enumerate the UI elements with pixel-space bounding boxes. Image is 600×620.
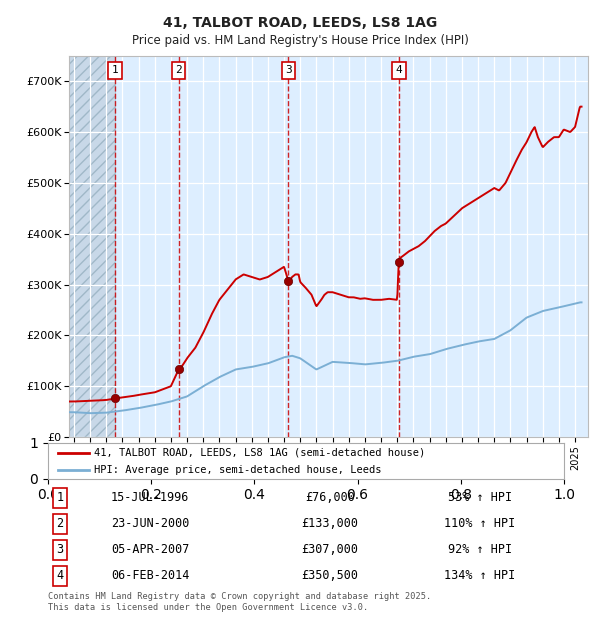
Text: 2: 2 [175, 65, 182, 75]
Text: Contains HM Land Registry data © Crown copyright and database right 2025.
This d: Contains HM Land Registry data © Crown c… [48, 592, 431, 611]
Text: 41, TALBOT ROAD, LEEDS, LS8 1AG: 41, TALBOT ROAD, LEEDS, LS8 1AG [163, 16, 437, 30]
Text: 92% ↑ HPI: 92% ↑ HPI [448, 544, 512, 556]
Text: 41, TALBOT ROAD, LEEDS, LS8 1AG (semi-detached house): 41, TALBOT ROAD, LEEDS, LS8 1AG (semi-de… [94, 448, 425, 458]
Text: 06-FEB-2014: 06-FEB-2014 [111, 570, 189, 582]
Text: HPI: Average price, semi-detached house, Leeds: HPI: Average price, semi-detached house,… [94, 464, 382, 475]
Text: 2: 2 [56, 518, 64, 530]
Text: 1: 1 [56, 492, 64, 504]
Text: 4: 4 [56, 570, 64, 582]
Bar [69, 56, 115, 437]
Text: £76,000: £76,000 [305, 492, 355, 504]
Text: £133,000: £133,000 [302, 518, 359, 530]
Text: £307,000: £307,000 [302, 544, 359, 556]
Text: 3: 3 [56, 544, 64, 556]
Text: £350,500: £350,500 [302, 570, 359, 582]
Text: 3: 3 [285, 65, 292, 75]
Text: 134% ↑ HPI: 134% ↑ HPI [445, 570, 515, 582]
Text: Price paid vs. HM Land Registry's House Price Index (HPI): Price paid vs. HM Land Registry's House … [131, 34, 469, 46]
Text: 15-JUL-1996: 15-JUL-1996 [111, 492, 189, 504]
Text: 110% ↑ HPI: 110% ↑ HPI [445, 518, 515, 530]
Text: 53% ↑ HPI: 53% ↑ HPI [448, 492, 512, 504]
Text: 4: 4 [395, 65, 402, 75]
Text: 23-JUN-2000: 23-JUN-2000 [111, 518, 189, 530]
Text: 05-APR-2007: 05-APR-2007 [111, 544, 189, 556]
Text: 1: 1 [112, 65, 118, 75]
